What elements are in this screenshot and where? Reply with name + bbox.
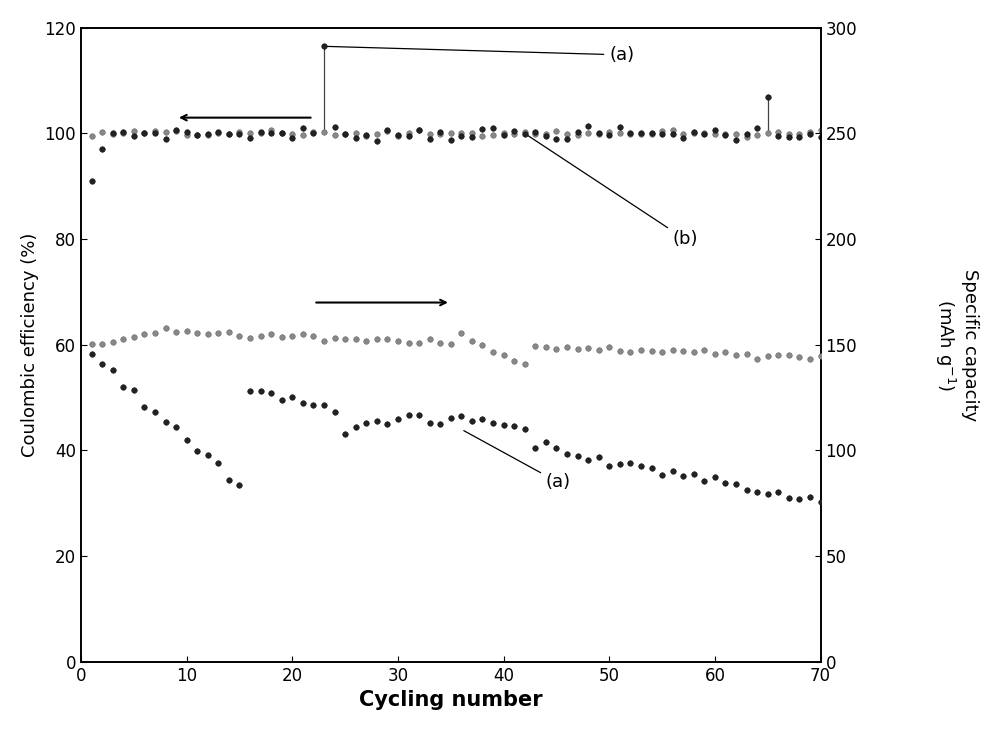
Text: (b): (b) [527,135,698,249]
Text: (a): (a) [464,431,571,491]
Text: (a): (a) [327,45,634,64]
X-axis label: Cycling number: Cycling number [359,690,543,711]
Y-axis label: Coulombic efficiency (%): Coulombic efficiency (%) [21,232,39,457]
Y-axis label: Specific capacity
(mAh g$^{-1}$): Specific capacity (mAh g$^{-1}$) [933,269,979,421]
